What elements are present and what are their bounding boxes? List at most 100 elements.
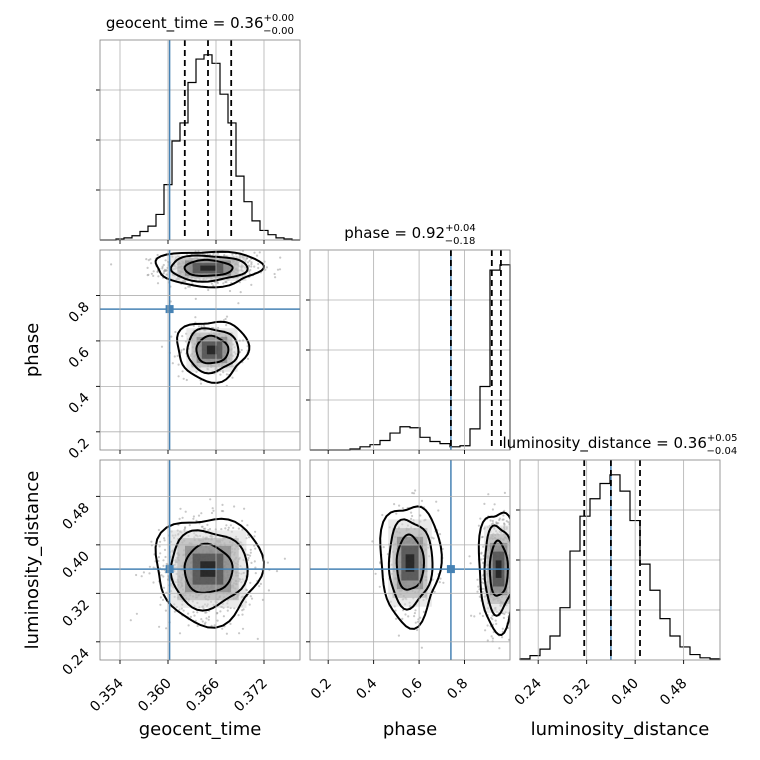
sample-point [160, 345, 164, 348]
x-tick-label: 0.32 [560, 676, 593, 709]
sample-point [178, 632, 182, 635]
sample-point [503, 612, 506, 616]
sample-point [110, 263, 113, 266]
sample-point [159, 540, 162, 543]
sample-point [523, 552, 525, 554]
sample-point [135, 612, 138, 615]
sample-point [513, 554, 515, 556]
sample-point [221, 627, 224, 630]
sample-point [181, 335, 184, 338]
sample-point [158, 545, 161, 548]
sample-point [470, 614, 473, 617]
x-ticks-phase [327, 250, 465, 454]
sample-point [210, 282, 213, 285]
sample-point [152, 566, 155, 569]
sample-point [249, 268, 252, 272]
x-tick-label: 0.2 [308, 676, 335, 703]
sample-point [225, 632, 228, 635]
sample-point [510, 577, 512, 579]
sample-point [511, 561, 513, 563]
panel-title-luminosity_distance: luminosity_distance = 0.36+0.05 −0.04 [502, 433, 737, 457]
sample-point [192, 324, 195, 327]
sample-point [410, 511, 413, 514]
sample-point [442, 581, 445, 584]
sample-point [192, 611, 195, 614]
sample-point [517, 555, 519, 557]
sample-point [241, 613, 244, 616]
sample-point [395, 617, 398, 620]
density-cell [206, 345, 218, 355]
sample-point [163, 268, 167, 271]
sample-point [503, 523, 506, 526]
sample-point [159, 596, 162, 599]
sample-point [395, 512, 398, 515]
sample-point [210, 511, 214, 515]
sample-point [197, 514, 201, 517]
sample-point [231, 253, 234, 256]
sample-point [495, 622, 498, 626]
sample-point [205, 617, 208, 620]
sample-point [174, 330, 177, 334]
sample-point [486, 624, 489, 627]
sample-point [201, 620, 204, 623]
sample-point [205, 611, 208, 614]
sample-point [407, 615, 410, 618]
sample-point [149, 258, 152, 261]
sample-point [478, 595, 481, 598]
sample-point [490, 635, 493, 638]
y-ticks-phase: 0.2 0.4 0.6 0.8 [66, 295, 300, 462]
sample-point [225, 373, 228, 376]
sample-point [258, 251, 261, 254]
sample-point [226, 609, 229, 612]
sample-point [253, 251, 256, 254]
sample-point [486, 639, 489, 642]
sample-point [515, 599, 517, 601]
sample-point [182, 348, 186, 351]
sample-point [511, 621, 513, 623]
sample-point [411, 491, 414, 495]
sample-point [246, 524, 249, 527]
sample-point [173, 355, 176, 358]
sample-point [480, 558, 483, 561]
sample-point [513, 555, 515, 557]
sample-point [179, 351, 183, 354]
sample-point [512, 536, 514, 538]
x-ticks-geocent_time [119, 250, 265, 454]
sample-point [503, 491, 506, 494]
sample-point [179, 507, 182, 510]
sample-point [273, 272, 276, 276]
sample-point [432, 537, 435, 540]
sample-point [511, 589, 513, 591]
sample-point [431, 578, 434, 581]
sample-point [225, 524, 228, 527]
sample-point [219, 373, 222, 376]
y-tick-label: 0.40 [59, 548, 92, 581]
sample-point [495, 522, 498, 525]
sample-point [413, 615, 416, 618]
sample-point [514, 614, 516, 616]
sample-point [157, 528, 160, 532]
sample-point [161, 598, 165, 602]
title-value: geocent_time = 0.36 [106, 14, 264, 33]
sample-point [157, 556, 160, 559]
sample-point [250, 263, 253, 266]
sample-point [182, 377, 185, 380]
sample-point [498, 517, 501, 520]
title-lower-error: −0.18 [445, 236, 476, 247]
sample-point [147, 259, 150, 262]
sample-point [515, 543, 517, 545]
sample-point [241, 627, 245, 630]
sample-point [276, 268, 280, 271]
sample-point [482, 545, 485, 548]
sample-point [254, 572, 257, 575]
y-tick-label: 0.8 [66, 299, 93, 326]
sample-point [192, 515, 195, 518]
sample-point [171, 362, 174, 365]
sample-point [221, 503, 224, 506]
sample-point [401, 507, 404, 510]
sample-point [278, 268, 282, 271]
sample-point [180, 607, 183, 610]
sample-point [279, 256, 282, 259]
sample-point [241, 609, 244, 612]
